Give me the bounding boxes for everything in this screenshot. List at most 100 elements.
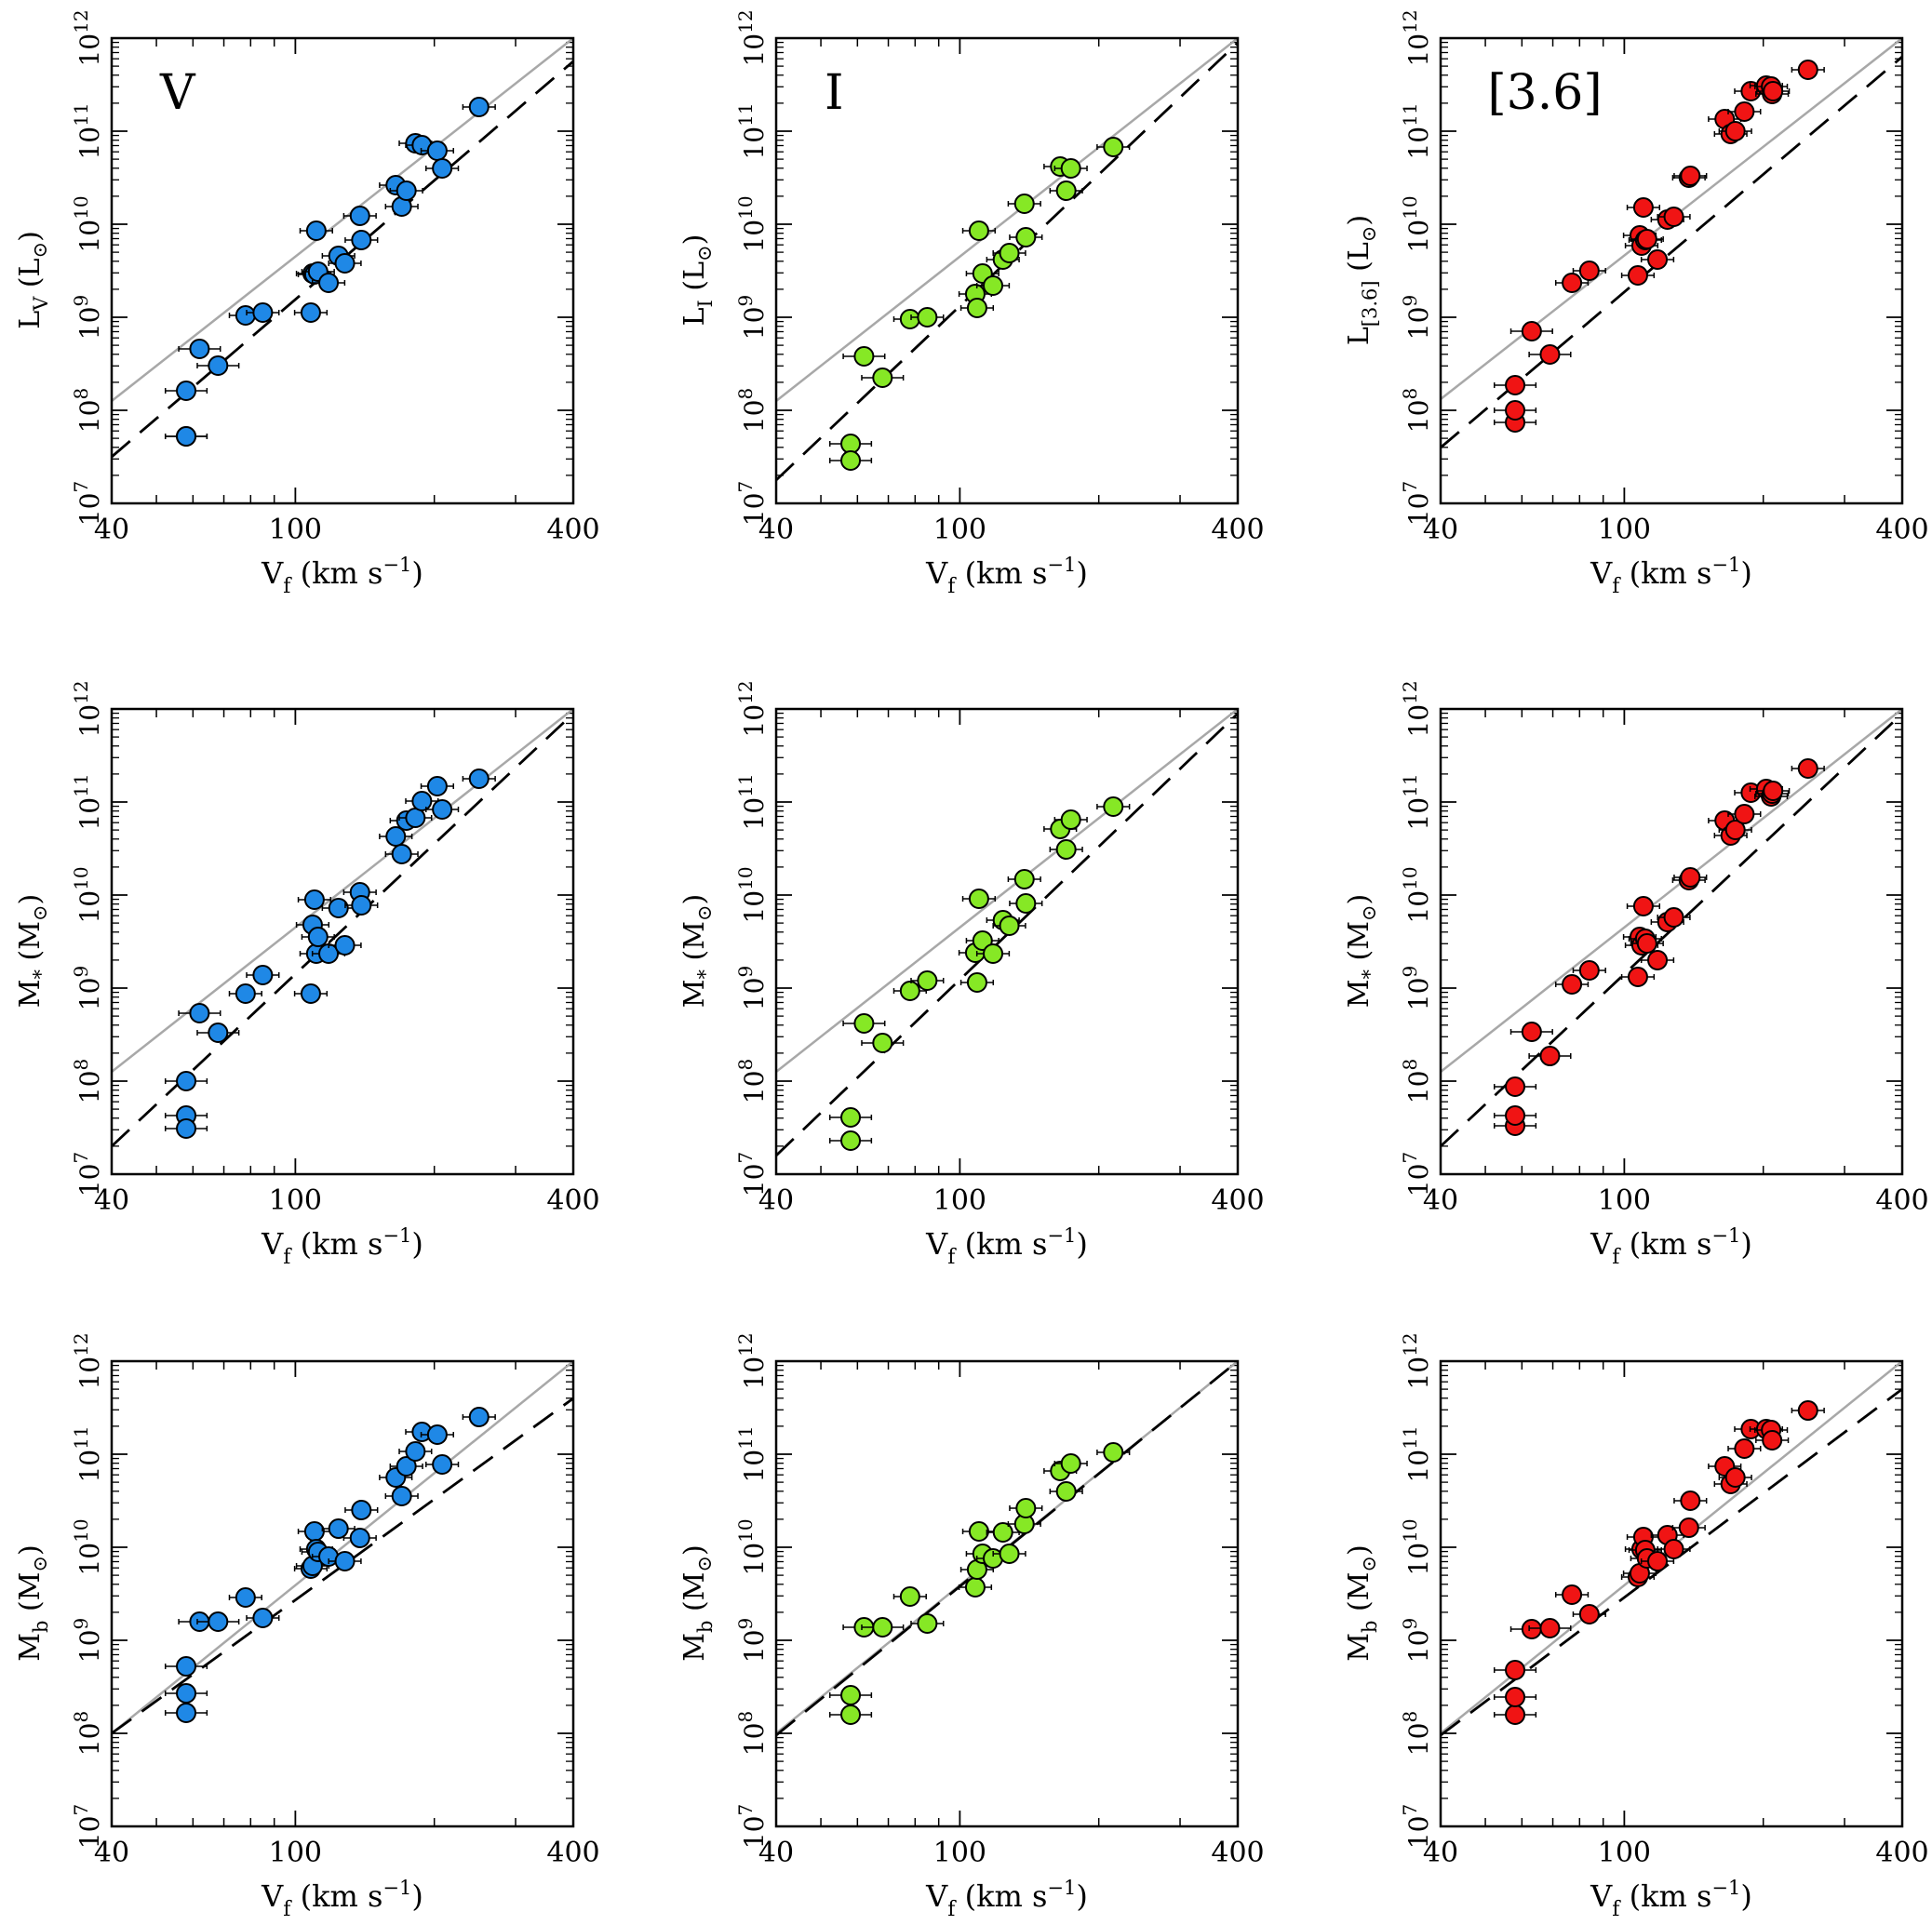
data-point bbox=[1015, 1498, 1037, 1518]
data-point bbox=[853, 346, 875, 367]
data-point bbox=[1505, 400, 1526, 421]
y-tick-label: 1012 bbox=[734, 680, 770, 737]
y-tick-label: 108 bbox=[734, 388, 770, 433]
x-tick-label: 400 bbox=[546, 1837, 599, 1869]
x-tick-label: 100 bbox=[1598, 1837, 1651, 1869]
x-tick-label: 400 bbox=[1875, 1184, 1928, 1217]
svg-text:107: 107 bbox=[1399, 1152, 1434, 1196]
svg-text:1011: 1011 bbox=[70, 102, 105, 159]
x-tick-label: 40 bbox=[94, 514, 129, 546]
x-tick-label: 100 bbox=[1598, 514, 1651, 546]
data-point bbox=[1724, 820, 1746, 840]
x-axis-label: Vf (km s−1) bbox=[261, 554, 423, 598]
data-point bbox=[872, 1033, 893, 1053]
y-tick-label: 109 bbox=[734, 1618, 770, 1663]
data-point bbox=[411, 791, 433, 811]
data-point bbox=[1632, 197, 1654, 218]
svg-text:107: 107 bbox=[1399, 1804, 1434, 1849]
data-point bbox=[999, 916, 1020, 936]
data-point bbox=[1734, 1438, 1755, 1459]
data-point bbox=[1539, 1046, 1561, 1066]
y-tick-label: 109 bbox=[734, 966, 770, 1010]
data-point bbox=[303, 889, 325, 910]
data-point bbox=[318, 273, 340, 293]
data-point bbox=[1578, 1604, 1600, 1624]
y-tick-label: 109 bbox=[734, 295, 770, 340]
data-point bbox=[1663, 1539, 1684, 1559]
data-point bbox=[349, 206, 370, 226]
data-point bbox=[999, 1544, 1020, 1564]
y-tick-label: 108 bbox=[70, 1059, 105, 1103]
y-tick-label: 1010 bbox=[1399, 195, 1434, 252]
y-axis-label: LV (L⊙) bbox=[14, 231, 52, 329]
svg-text:M* (M⊙): M* (M⊙) bbox=[14, 894, 52, 1009]
data-point bbox=[1680, 1491, 1701, 1511]
svg-text:1012: 1012 bbox=[734, 680, 770, 737]
y-tick-label: 109 bbox=[70, 1618, 105, 1663]
data-point bbox=[840, 1130, 862, 1151]
data-point bbox=[334, 253, 356, 274]
data-point bbox=[964, 1577, 986, 1597]
x-tick-label: 40 bbox=[758, 514, 794, 546]
x-tick-label: 400 bbox=[1211, 514, 1264, 546]
panel-1-1: 40 100 400 107 108 109 1010 1011 1012 V Vf (km s−1… bbox=[14, 9, 600, 598]
data-point bbox=[1724, 121, 1746, 141]
data-point bbox=[391, 844, 412, 864]
y-tick-label: 1011 bbox=[734, 102, 770, 159]
data-point bbox=[1680, 166, 1701, 186]
data-point bbox=[1724, 1467, 1746, 1488]
svg-text:109: 109 bbox=[1399, 966, 1434, 1010]
data-point bbox=[432, 1454, 453, 1475]
reference-solid-line bbox=[776, 38, 1238, 402]
data-point bbox=[1521, 1022, 1542, 1042]
data-point bbox=[252, 302, 274, 323]
fit-dashed-line bbox=[112, 712, 573, 1148]
svg-text:1012: 1012 bbox=[734, 1332, 770, 1389]
svg-text:109: 109 bbox=[734, 966, 770, 1010]
data-point bbox=[1797, 758, 1818, 779]
svg-text:1011: 1011 bbox=[1399, 1425, 1434, 1482]
data-point bbox=[853, 1013, 875, 1034]
svg-text:107: 107 bbox=[70, 1152, 105, 1196]
data-point bbox=[235, 1587, 256, 1608]
x-tick-label: 100 bbox=[269, 1184, 322, 1217]
data-point bbox=[334, 1551, 356, 1571]
y-tick-label: 1010 bbox=[70, 1518, 105, 1575]
data-point bbox=[840, 450, 862, 471]
data-point bbox=[1505, 1076, 1526, 1097]
data-point bbox=[1055, 180, 1077, 201]
svg-text:108: 108 bbox=[734, 1711, 770, 1756]
y-tick-label: 1012 bbox=[734, 9, 770, 66]
data-point bbox=[468, 769, 490, 789]
band-label: I bbox=[825, 65, 844, 121]
plot-frame bbox=[1439, 1359, 1904, 1828]
data-point bbox=[983, 943, 1004, 964]
data-point bbox=[1103, 796, 1124, 817]
data-point bbox=[1505, 1660, 1526, 1680]
svg-text:108: 108 bbox=[70, 388, 105, 433]
y-tick-label: 107 bbox=[1399, 1804, 1434, 1849]
data-point bbox=[999, 243, 1020, 263]
svg-text:1010: 1010 bbox=[70, 1518, 105, 1575]
y-axis-label: M* (M⊙) bbox=[678, 894, 717, 1009]
plot-frame bbox=[774, 707, 1240, 1176]
data-point bbox=[1505, 375, 1526, 395]
y-tick-label: 109 bbox=[70, 295, 105, 340]
data-point bbox=[1505, 1687, 1526, 1707]
y-tick-label: 1010 bbox=[1399, 1518, 1434, 1575]
svg-text:1011: 1011 bbox=[70, 1425, 105, 1482]
data-point bbox=[349, 1528, 370, 1548]
svg-text:1010: 1010 bbox=[70, 195, 105, 252]
svg-text:109: 109 bbox=[70, 295, 105, 340]
x-tick-label: 40 bbox=[1423, 514, 1458, 546]
y-tick-label: 1012 bbox=[1399, 680, 1434, 737]
svg-text:1010: 1010 bbox=[1399, 195, 1434, 252]
svg-text:108: 108 bbox=[1399, 1711, 1434, 1756]
panel-2-3: 40 100 400 107 108 109 1010 1011 1012 Vf (km s−1)… bbox=[1343, 680, 1929, 1269]
x-tick-label: 400 bbox=[1875, 514, 1928, 546]
data-point bbox=[468, 1407, 490, 1427]
y-axis-label: M* (M⊙) bbox=[14, 894, 52, 1009]
svg-text:1012: 1012 bbox=[1399, 9, 1434, 66]
plot-frame bbox=[110, 36, 575, 505]
